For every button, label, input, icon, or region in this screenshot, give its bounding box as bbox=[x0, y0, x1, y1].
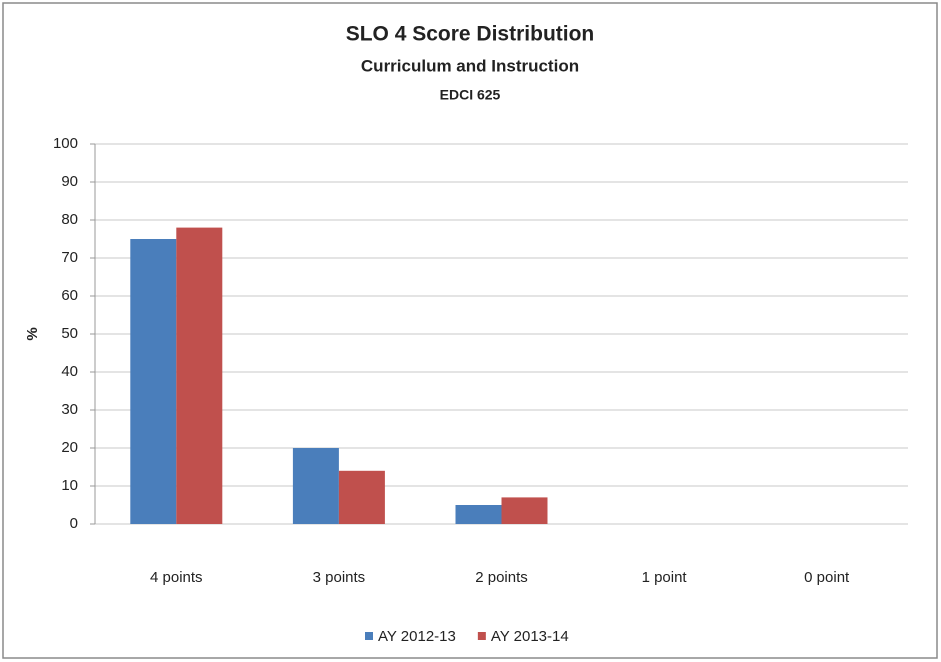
legend-label: AY 2012-13 bbox=[378, 628, 456, 645]
x-tick-label: 1 point bbox=[642, 569, 688, 586]
legend-swatch bbox=[477, 632, 486, 640]
bar bbox=[501, 497, 548, 524]
y-tick-label: 50 bbox=[61, 325, 78, 342]
chart-subtitle: EDCI 625 bbox=[440, 87, 501, 103]
y-tick-label: 20 bbox=[61, 439, 78, 456]
x-tick-label: 3 points bbox=[313, 569, 366, 586]
bar bbox=[455, 505, 502, 524]
y-tick-label: 80 bbox=[61, 211, 78, 228]
legend-swatch bbox=[365, 632, 373, 640]
y-tick-label: 0 bbox=[70, 515, 78, 532]
y-tick-label: 90 bbox=[61, 173, 78, 190]
legend-label: AY 2013-14 bbox=[491, 628, 569, 645]
y-tick-label: 70 bbox=[61, 249, 78, 266]
x-tick-label: 0 point bbox=[804, 569, 850, 586]
chart-title: SLO 4 Score Distribution bbox=[346, 23, 595, 46]
bar bbox=[292, 448, 339, 524]
y-tick-label: 60 bbox=[61, 287, 78, 304]
bar bbox=[176, 227, 223, 524]
y-tick-label: 100 bbox=[53, 135, 78, 152]
chart-subtitle: Curriculum and Instruction bbox=[361, 56, 579, 75]
x-tick-label: 2 points bbox=[475, 569, 528, 586]
y-tick-label: 40 bbox=[61, 363, 78, 380]
x-tick-label: 4 points bbox=[150, 569, 203, 586]
y-tick-label: 30 bbox=[61, 401, 78, 418]
y-axis-label: % bbox=[24, 327, 41, 340]
y-tick-label: 10 bbox=[61, 477, 78, 494]
bar bbox=[130, 239, 177, 524]
bar bbox=[338, 470, 385, 524]
